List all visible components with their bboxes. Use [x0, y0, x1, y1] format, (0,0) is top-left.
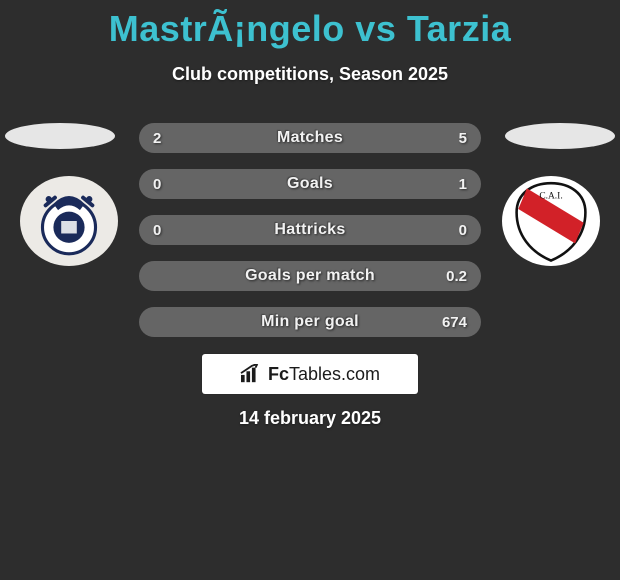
- club-badge-right: C.A.I.: [502, 176, 600, 266]
- stat-label: Goals: [139, 169, 481, 199]
- stat-right-value: 1: [459, 169, 467, 199]
- infographic-date: 14 february 2025: [0, 408, 620, 429]
- stat-bars: 2 Matches 5 0 Goals 1 0 Hattricks 0 Goal…: [139, 123, 481, 353]
- player-shadow-left: [5, 123, 115, 149]
- page-title: MastrÃ¡ngelo vs Tarzia: [0, 0, 620, 50]
- stat-right-value: 0.2: [446, 261, 467, 291]
- brand-attribution: FcTables.com: [202, 354, 418, 394]
- stat-row-goals: 0 Goals 1: [139, 169, 481, 199]
- stat-row-goals-per-match: Goals per match 0.2: [139, 261, 481, 291]
- stat-label: Goals per match: [139, 261, 481, 291]
- stat-row-matches: 2 Matches 5: [139, 123, 481, 153]
- stat-right-value: 5: [459, 123, 467, 153]
- stat-right-value: 674: [442, 307, 467, 337]
- stat-label: Min per goal: [139, 307, 481, 337]
- brand-text: FcTables.com: [268, 364, 380, 385]
- brand-suffix: .com: [341, 364, 380, 384]
- club-badge-left: [20, 176, 118, 266]
- stat-right-value: 0: [459, 215, 467, 245]
- bar-chart-icon: [240, 364, 262, 384]
- page-subtitle: Club competitions, Season 2025: [0, 64, 620, 85]
- brand-main: Tables: [289, 364, 341, 384]
- stat-row-hattricks: 0 Hattricks 0: [139, 215, 481, 245]
- comparison-infographic: MastrÃ¡ngelo vs Tarzia Club competitions…: [0, 0, 620, 580]
- stat-label: Matches: [139, 123, 481, 153]
- brand-prefix: Fc: [268, 364, 289, 384]
- svg-text:C.A.I.: C.A.I.: [539, 192, 562, 202]
- club-crest-right-icon: C.A.I.: [508, 178, 594, 264]
- player-shadow-right: [505, 123, 615, 149]
- stat-row-min-per-goal: Min per goal 674: [139, 307, 481, 337]
- stat-label: Hattricks: [139, 215, 481, 245]
- club-crest-left-icon: [30, 182, 108, 260]
